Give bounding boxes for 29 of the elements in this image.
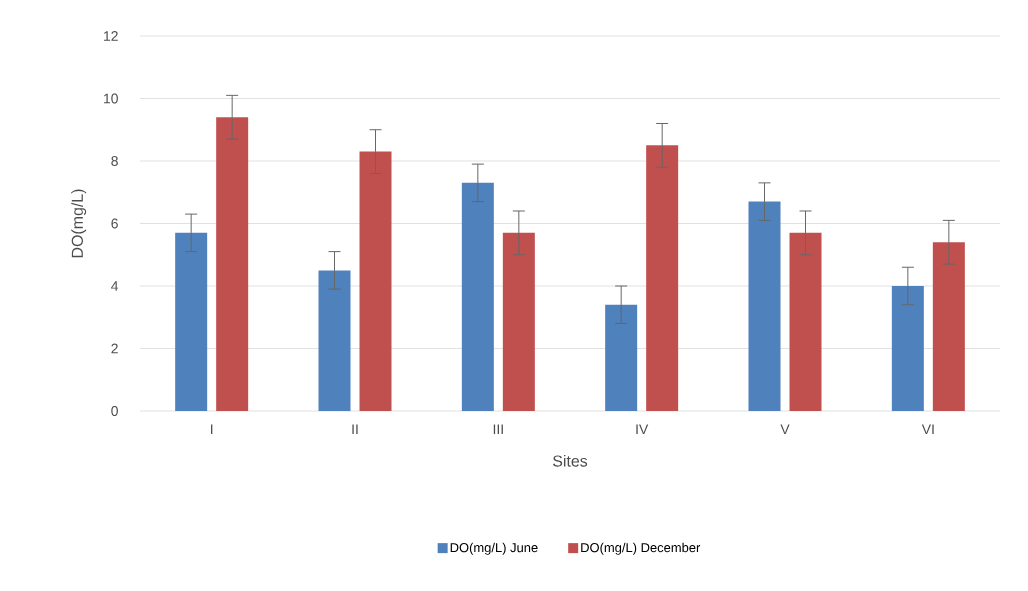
y-tick-label: 4 xyxy=(111,281,119,291)
y-axis-title: DO(mg/L) xyxy=(71,189,87,258)
bar xyxy=(502,232,535,411)
bar xyxy=(461,182,494,411)
y-tick-label: 8 xyxy=(111,156,118,166)
y-tick-label: 2 xyxy=(111,343,118,354)
x-tick-label: VI xyxy=(921,424,934,435)
x-axis-title: Sites xyxy=(553,454,588,467)
bar xyxy=(748,201,781,411)
bar xyxy=(789,232,822,411)
x-tick-label: V xyxy=(780,424,790,435)
bar xyxy=(932,242,965,411)
bar xyxy=(359,151,392,411)
bar xyxy=(646,145,679,411)
y-tick-label: 12 xyxy=(104,31,118,41)
bar xyxy=(318,270,351,411)
bar xyxy=(605,304,638,411)
x-tick-label: I xyxy=(211,424,213,435)
x-tick-label: IV xyxy=(636,424,649,435)
x-tick-label: III xyxy=(493,424,503,435)
y-tick-label: 6 xyxy=(111,218,118,229)
y-tick-label: 10 xyxy=(104,93,118,104)
y-tick-label: 0 xyxy=(111,406,118,416)
bar xyxy=(891,286,924,411)
bar xyxy=(216,117,249,411)
x-tick-label: II xyxy=(352,424,358,435)
legend-label: DO(mg/L) December xyxy=(581,542,701,555)
legend-label: DO(mg/L) June xyxy=(450,542,538,555)
bar xyxy=(175,232,208,411)
